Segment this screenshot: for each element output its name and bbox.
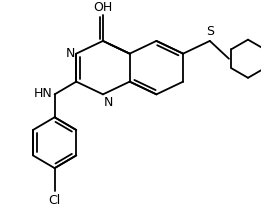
Text: N: N bbox=[104, 96, 114, 109]
Text: HN: HN bbox=[33, 87, 52, 99]
Text: Cl: Cl bbox=[49, 194, 61, 206]
Text: S: S bbox=[206, 25, 214, 38]
Text: OH: OH bbox=[93, 1, 113, 14]
Text: N: N bbox=[66, 47, 75, 60]
